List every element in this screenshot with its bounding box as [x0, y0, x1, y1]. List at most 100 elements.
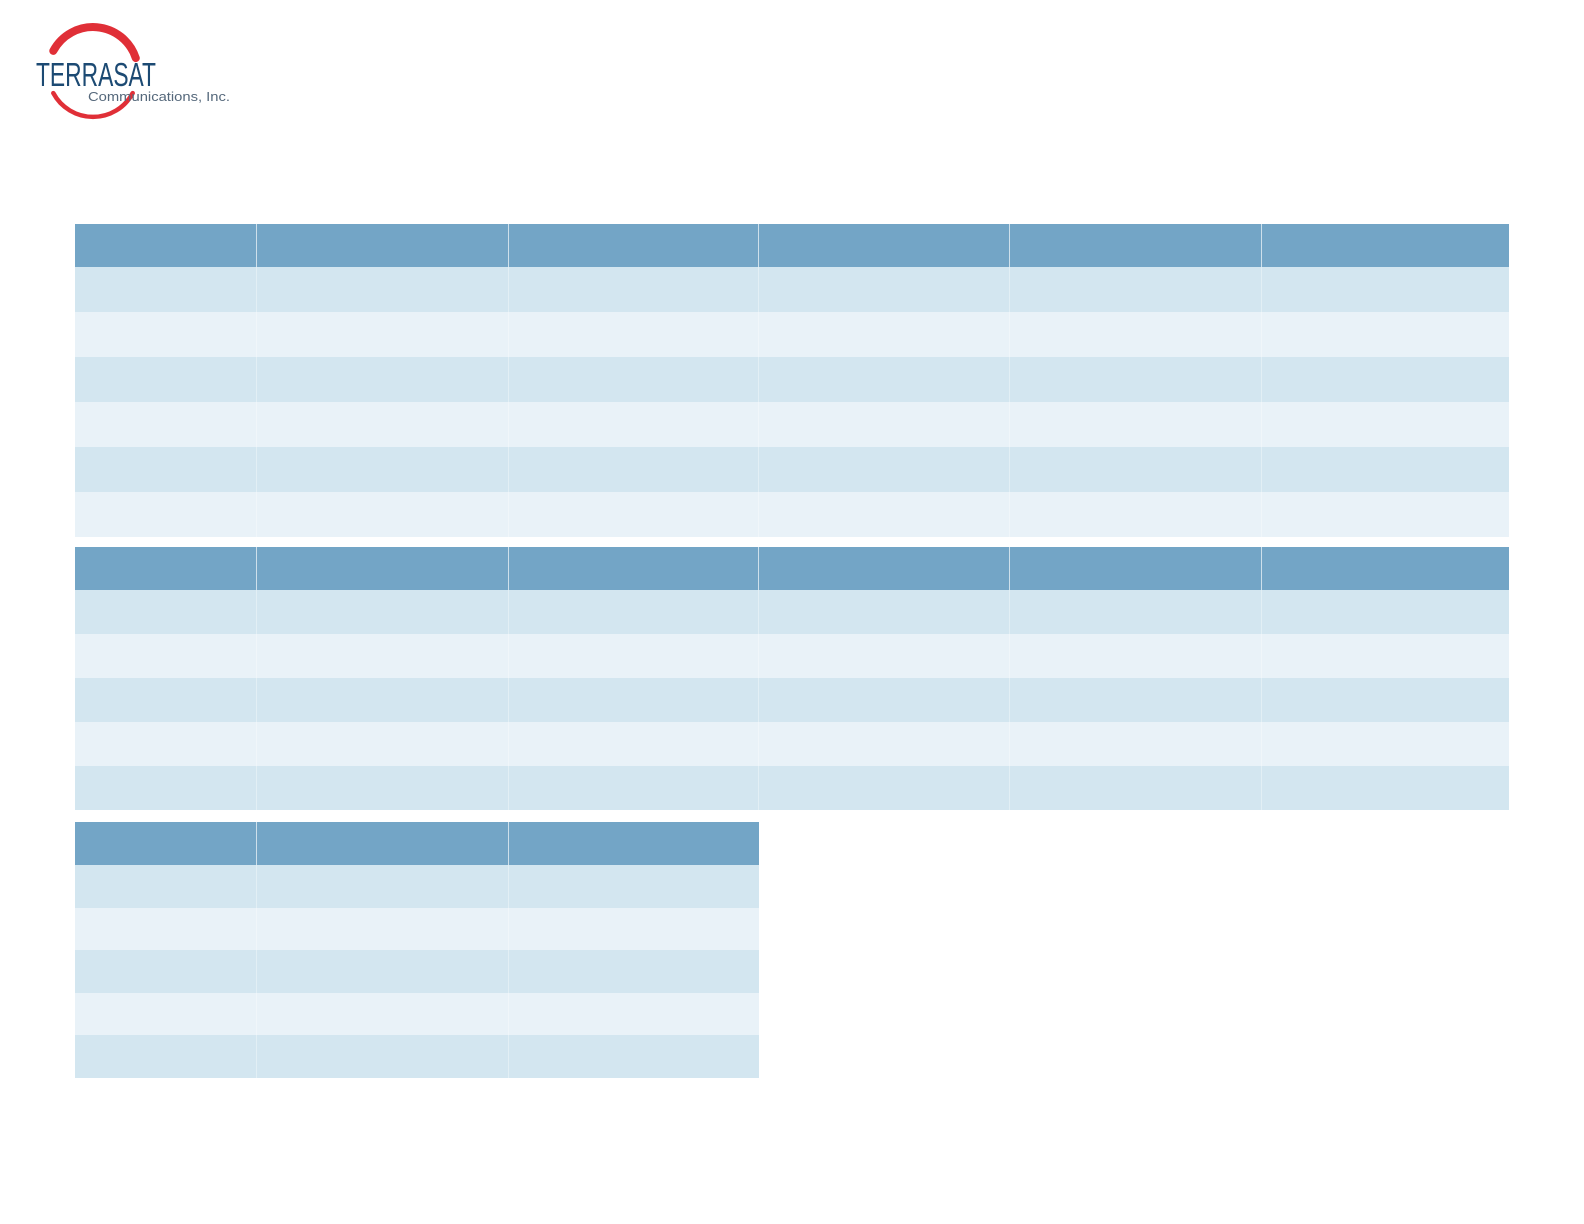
table-row	[75, 1035, 759, 1078]
table-cell	[1262, 766, 1509, 810]
table-cell	[75, 1035, 257, 1078]
table-cell	[509, 865, 759, 908]
table-cell	[257, 722, 510, 766]
table-cell	[75, 634, 258, 678]
table-row	[75, 865, 759, 908]
table-row	[75, 312, 1509, 357]
table-cell	[257, 766, 510, 810]
table-cell	[509, 312, 759, 357]
table-cell	[1262, 402, 1509, 447]
table-cell	[1010, 357, 1263, 402]
table-cell	[75, 492, 258, 537]
table-cell	[1010, 447, 1263, 492]
table-cell	[1010, 590, 1263, 634]
table-row	[75, 447, 1509, 492]
table-cell	[257, 357, 510, 402]
table-row	[75, 590, 1509, 634]
header-cell	[759, 547, 1010, 590]
table-cell	[509, 908, 759, 951]
table-cell	[759, 634, 1010, 678]
table-cell	[257, 267, 510, 312]
table-cell	[509, 634, 759, 678]
table-cell	[509, 993, 759, 1036]
table-cell	[257, 950, 509, 993]
table-cell	[257, 865, 509, 908]
table-cell	[509, 402, 759, 447]
middle-table-header-row	[75, 547, 1509, 590]
table-cell	[75, 907, 257, 950]
table-cell	[759, 312, 1010, 357]
table-cell	[1010, 267, 1263, 312]
table-cell	[257, 992, 509, 1035]
logo-brand-text: TERRASAT	[36, 56, 156, 93]
header-cell	[1010, 547, 1263, 590]
table-cell	[75, 992, 257, 1035]
table-row	[75, 722, 1509, 766]
table-cell	[75, 865, 257, 908]
table-row	[75, 492, 1509, 537]
table-cell	[1262, 678, 1509, 722]
table-cell	[759, 447, 1010, 492]
table-cell	[1262, 357, 1509, 402]
table-cell	[257, 590, 510, 634]
table-row	[75, 357, 1509, 402]
lower-table	[75, 822, 759, 1078]
header-cell	[509, 547, 759, 590]
table-cell	[509, 1035, 759, 1078]
table-cell	[1010, 312, 1263, 357]
table-cell	[75, 766, 258, 810]
header-cell	[75, 224, 258, 267]
table-cell	[759, 492, 1010, 537]
header-cell	[257, 822, 509, 865]
table-row	[75, 678, 1509, 722]
table-cell	[1010, 634, 1263, 678]
header-cell	[1262, 224, 1509, 267]
table-cell	[1010, 766, 1263, 810]
table-cell	[759, 722, 1010, 766]
table-cell	[1262, 590, 1509, 634]
table-cell	[759, 590, 1010, 634]
header-cell	[509, 224, 759, 267]
table-cell	[509, 766, 759, 810]
table-cell	[509, 722, 759, 766]
table-cell	[257, 634, 510, 678]
logo-tagline-text: Communications, Inc.	[88, 89, 230, 104]
table-cell	[509, 678, 759, 722]
table-cell	[75, 312, 258, 357]
table-cell	[75, 950, 257, 993]
table-cell	[75, 722, 258, 766]
table-cell	[75, 590, 258, 634]
table-row	[75, 766, 1509, 810]
table-cell	[1262, 447, 1509, 492]
table-row	[75, 907, 759, 951]
table-cell	[257, 402, 510, 447]
header-cell	[75, 547, 258, 590]
table-cell	[75, 357, 258, 402]
table-cell	[1262, 312, 1509, 357]
table-row	[75, 402, 1509, 447]
table-cell	[509, 590, 759, 634]
table-cell	[759, 678, 1010, 722]
table-cell	[75, 402, 258, 447]
table-cell	[257, 907, 509, 950]
header-cell	[257, 547, 510, 590]
upper-table-header-row	[75, 224, 1509, 267]
table-cell	[1262, 722, 1509, 766]
table-cell	[509, 267, 759, 312]
table-cell	[1262, 492, 1509, 537]
table-cell	[257, 678, 510, 722]
table-cell	[1010, 678, 1263, 722]
table-row	[75, 634, 1509, 678]
middle-table	[75, 547, 1509, 810]
table-cell	[759, 402, 1010, 447]
table-cell	[509, 357, 759, 402]
table-cell	[509, 492, 759, 537]
table-cell	[759, 267, 1010, 312]
table-row	[75, 992, 759, 1036]
table-cell	[509, 950, 759, 993]
table-cell	[257, 312, 510, 357]
header-cell	[759, 224, 1010, 267]
table-cell	[1010, 492, 1263, 537]
table-cell	[257, 1035, 509, 1078]
